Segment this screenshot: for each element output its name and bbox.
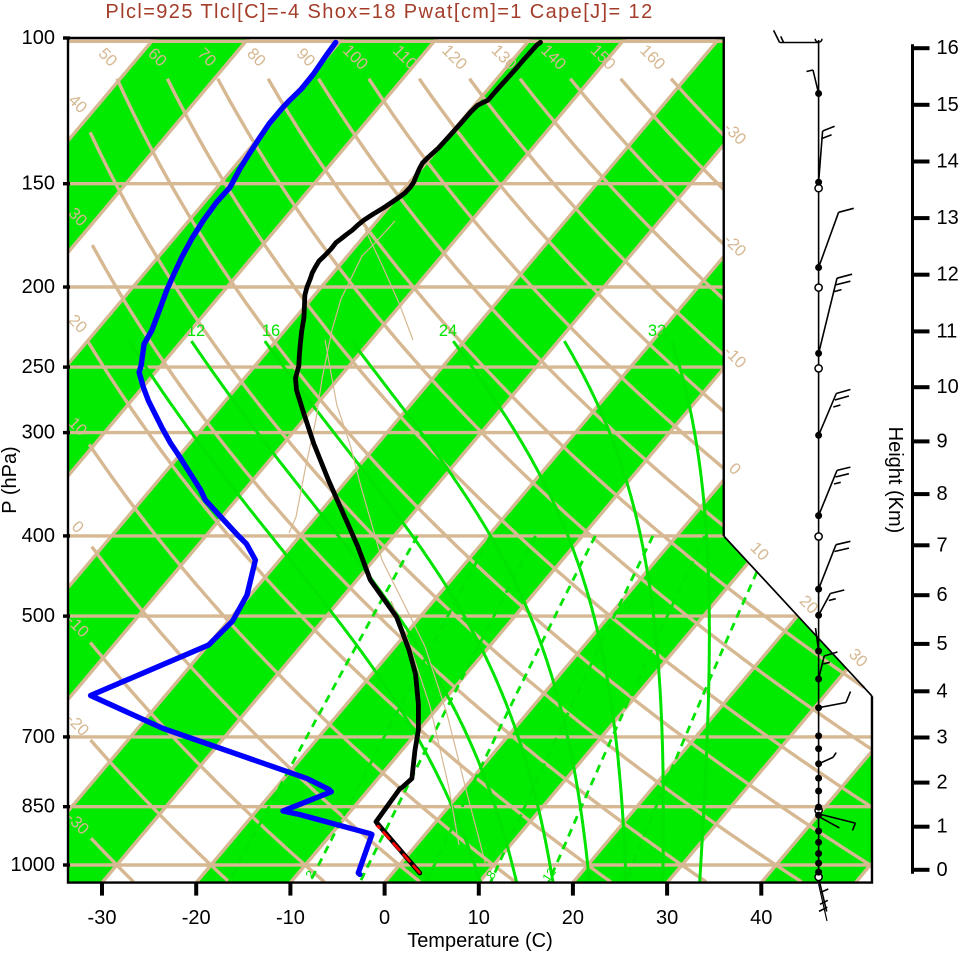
svg-text:24: 24 <box>439 322 457 340</box>
svg-text:10: 10 <box>468 907 490 929</box>
svg-text:12: 12 <box>540 865 559 884</box>
svg-text:4: 4 <box>937 680 948 702</box>
svg-text:14: 14 <box>937 151 959 173</box>
svg-text:Plcl=925 Tlcl[C]=-4 Shox=18 Pw: Plcl=925 Tlcl[C]=-4 Shox=18 Pwat[cm]=1 C… <box>105 1 653 23</box>
svg-text:2: 2 <box>937 772 948 794</box>
svg-text:6: 6 <box>937 584 948 606</box>
svg-text:12: 12 <box>187 322 205 340</box>
svg-text:1: 1 <box>937 816 948 838</box>
svg-text:16: 16 <box>262 322 280 340</box>
svg-text:9: 9 <box>937 430 948 452</box>
svg-text:40: 40 <box>750 907 772 929</box>
svg-text:10: 10 <box>937 376 959 398</box>
svg-text:200: 200 <box>22 276 55 298</box>
svg-text:5: 5 <box>937 633 948 655</box>
svg-text:P (hPa): P (hPa) <box>0 446 21 513</box>
svg-text:-10: -10 <box>276 907 305 929</box>
svg-text:32: 32 <box>648 322 666 340</box>
svg-text:16: 16 <box>937 37 959 59</box>
svg-text:Temperature (C): Temperature (C) <box>407 930 553 952</box>
svg-text:-30: -30 <box>88 907 117 929</box>
svg-text:11: 11 <box>937 320 958 342</box>
svg-text:15: 15 <box>937 94 959 116</box>
svg-text:30: 30 <box>656 907 678 929</box>
svg-text:100: 100 <box>22 27 55 49</box>
svg-text:400: 400 <box>22 525 55 547</box>
svg-text:500: 500 <box>22 605 55 627</box>
svg-text:20: 20 <box>562 907 584 929</box>
svg-text:3: 3 <box>937 727 948 749</box>
svg-text:8: 8 <box>937 483 948 505</box>
svg-text:13: 13 <box>937 207 959 229</box>
svg-text:0: 0 <box>937 859 948 881</box>
svg-text:300: 300 <box>22 422 55 444</box>
svg-text:250: 250 <box>22 356 55 378</box>
svg-text:150: 150 <box>22 173 55 195</box>
svg-text:-20: -20 <box>182 907 211 929</box>
svg-text:0: 0 <box>379 907 390 929</box>
svg-text:7: 7 <box>937 534 948 556</box>
svg-text:Height (Km): Height (Km) <box>884 427 906 534</box>
svg-text:850: 850 <box>22 796 55 818</box>
svg-text:12: 12 <box>937 264 959 286</box>
svg-text:700: 700 <box>22 726 55 748</box>
svg-text:1000: 1000 <box>11 854 56 876</box>
